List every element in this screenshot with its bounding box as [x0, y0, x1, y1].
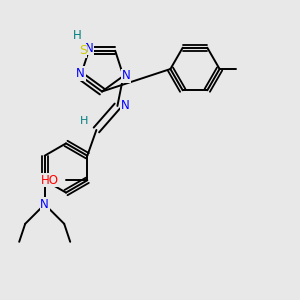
Text: H: H: [80, 116, 88, 126]
Text: N: N: [76, 67, 85, 80]
Text: H: H: [72, 29, 81, 42]
Text: HO: HO: [41, 174, 59, 187]
Text: S: S: [79, 44, 87, 57]
Text: N: N: [84, 42, 93, 55]
Text: N: N: [121, 100, 129, 112]
Text: N: N: [40, 198, 49, 211]
Text: N: N: [122, 70, 130, 83]
